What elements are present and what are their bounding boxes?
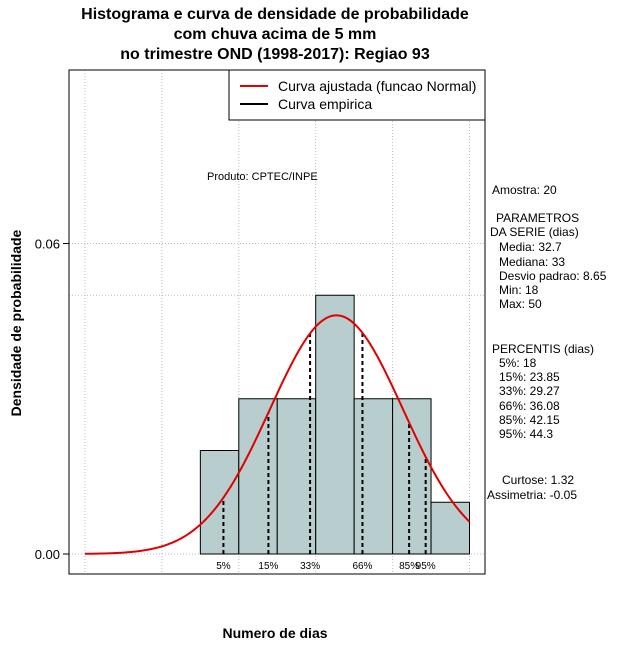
histogram-bar (315, 294, 355, 555)
histogram-bar (353, 398, 394, 555)
percentile-label: 15% (258, 561, 278, 572)
histogram-bar (238, 398, 278, 555)
y-axis: 0.00 0.06 (35, 237, 69, 562)
stat-param-title1: PARAMETROS (496, 211, 580, 225)
normal-fit-curve (84, 314, 471, 555)
stat-p95: 95%: 44.3 (499, 427, 554, 441)
chart-title-line3: no trimestre OND (1998-2017): Regiao 93 (120, 46, 430, 63)
stat-desvio: Desvio padrao: 8.65 (499, 269, 607, 283)
stat-mediana: Mediana: 33 (499, 255, 566, 269)
legend-box (228, 69, 486, 121)
stat-perc-title: PERCENTIS (dias) (492, 342, 595, 356)
stat-assimetria: Assimetria: -0.05 (487, 488, 578, 502)
y-tick-label: 0.06 (35, 237, 60, 252)
stat-p66: 66%: 36.08 (499, 399, 560, 413)
stat-min: Min: 18 (499, 283, 539, 297)
percentile-label: 95% (416, 561, 436, 572)
stat-p15: 15%: 23.85 (499, 370, 560, 384)
percentile-label: 33% (300, 561, 320, 572)
chart-title-line2: com chuva acima de 5 mm (173, 26, 377, 43)
histogram-bar (392, 398, 432, 555)
percentile-label: 85% (399, 561, 419, 572)
stat-param-title2: DA SERIE (dias) (490, 225, 579, 239)
y-tick-label: 0.00 (35, 547, 60, 562)
legend-label: Curva ajustada (funcao Normal) (278, 78, 476, 94)
stat-p33: 33%: 29.27 (499, 384, 560, 398)
produto-label: Produto: CPTEC/INPE (207, 171, 318, 183)
percentile-label: 5% (216, 561, 231, 572)
stat-max: Max: 50 (499, 297, 542, 311)
legend-label: Curva empirica (278, 96, 372, 112)
stat-p5: 5%: 18 (499, 356, 537, 370)
curve-layer (84, 314, 471, 555)
bars-layer (199, 294, 470, 555)
percentile-label: 66% (352, 561, 372, 572)
y-axis-label: Densidade de probabilidade (8, 229, 24, 417)
stat-p85: 85%: 42.15 (499, 413, 560, 427)
histogram-bar (430, 501, 470, 555)
stat-media: Media: 32.7 (499, 240, 562, 254)
stat-curtose: Curtose: 1.32 (502, 473, 575, 487)
stat-amostra: Amostra: 20 (492, 183, 557, 197)
x-axis-label: Numero de dias (222, 625, 328, 641)
percentile-lines-layer: 5% 15% 33% 66% 85%95% (216, 332, 436, 572)
chart-title-line1: Histograma e curva de densidade de proba… (81, 6, 469, 23)
legend: Curva ajustada (funcao Normal) Curva empi… (228, 69, 486, 121)
